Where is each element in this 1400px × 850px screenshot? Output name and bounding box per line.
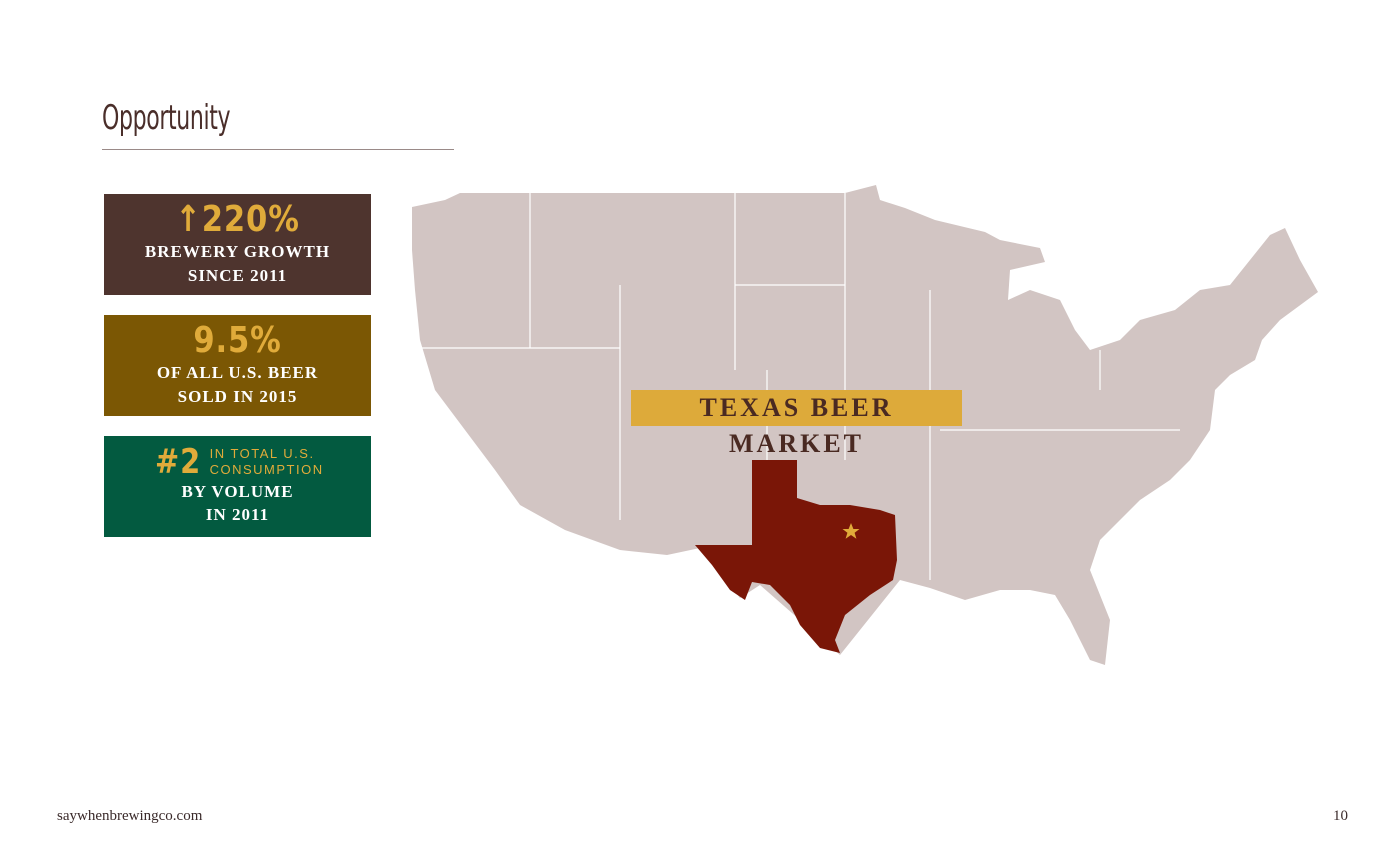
title-divider	[102, 149, 454, 150]
stat-small-line: CONSUMPTION	[209, 462, 324, 477]
stat-small-line: IN TOTAL U.S.	[209, 446, 315, 461]
page-title: Opportunity	[102, 98, 231, 138]
arrow-up-icon: ↑	[175, 199, 202, 240]
star-icon	[842, 523, 860, 539]
stat-brewery-growth: ↑220% BREWERY GROWTH SINCE 2011	[104, 194, 371, 295]
stat-line: SOLD IN 2015	[177, 387, 298, 406]
stat-beer-share: 9.5% OF ALL U.S. BEER SOLD IN 2015	[104, 315, 371, 416]
stat-line: BY VOLUME	[181, 482, 294, 501]
stat-line: BREWERY GROWTH	[144, 242, 331, 261]
texas-beer-market-label: TEXAS BEER MARKET	[631, 390, 962, 458]
stat-value: #2	[155, 442, 202, 482]
page-number: 10	[1333, 808, 1348, 824]
stat-line: IN 2011	[205, 505, 270, 524]
stat-line: OF ALL U.S. BEER	[156, 363, 319, 382]
texas-state	[695, 460, 897, 653]
stat-line: SINCE 2011	[187, 266, 288, 285]
stat-value: 220%	[201, 199, 300, 240]
stat-consumption-rank: #2 IN TOTAL U.S. CONSUMPTION BY VOLUME I…	[104, 436, 371, 537]
stat-value: 9.5%	[193, 320, 282, 361]
footer-url[interactable]: saywhenbrewingco.com	[57, 808, 203, 824]
